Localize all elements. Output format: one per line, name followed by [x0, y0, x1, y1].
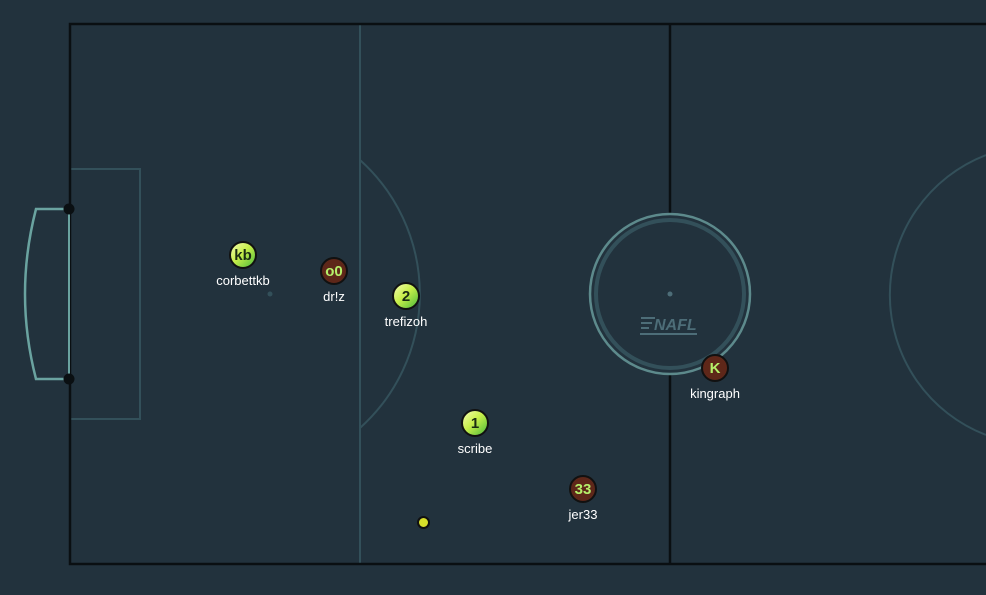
player-trefizoh[interactable]: 2 trefizoh: [366, 282, 446, 329]
logo-text: NAFL: [654, 317, 697, 334]
player-jer33[interactable]: 33 jer33: [543, 475, 623, 522]
player-name: jer33: [568, 507, 598, 522]
player-name: kingraph: [690, 386, 740, 401]
player-name: scribe: [457, 441, 493, 456]
player-number: 2: [392, 282, 420, 310]
player-scribe[interactable]: 1 scribe: [435, 409, 515, 456]
player-name: trefizoh: [384, 314, 428, 329]
ball[interactable]: [417, 516, 430, 529]
player-number: o0: [320, 257, 348, 285]
penalty-spot: [267, 291, 273, 297]
player-number: K: [701, 354, 729, 382]
player-name: corbettkb: [216, 273, 270, 288]
nafl-logo: NAFL: [640, 317, 697, 335]
pitch-boundary: [68, 22, 986, 566]
player-kingraph[interactable]: K kingraph: [675, 354, 755, 401]
goal-post-bottom: [63, 373, 75, 385]
goal-net: [23, 207, 69, 381]
center-spot: [667, 291, 673, 297]
player-number: 1: [461, 409, 489, 437]
player-number: 33: [569, 475, 597, 503]
player-corbettkb[interactable]: kb corbettkb: [203, 241, 283, 288]
player-name: dr!z: [323, 289, 345, 304]
player-drz[interactable]: o0 dr!z: [294, 257, 374, 304]
right-arc: [888, 154, 986, 436]
player-number: kb: [229, 241, 257, 269]
penalty-box: [69, 168, 141, 420]
goal-post-top: [63, 203, 75, 215]
center-circle-inner: [594, 218, 746, 370]
